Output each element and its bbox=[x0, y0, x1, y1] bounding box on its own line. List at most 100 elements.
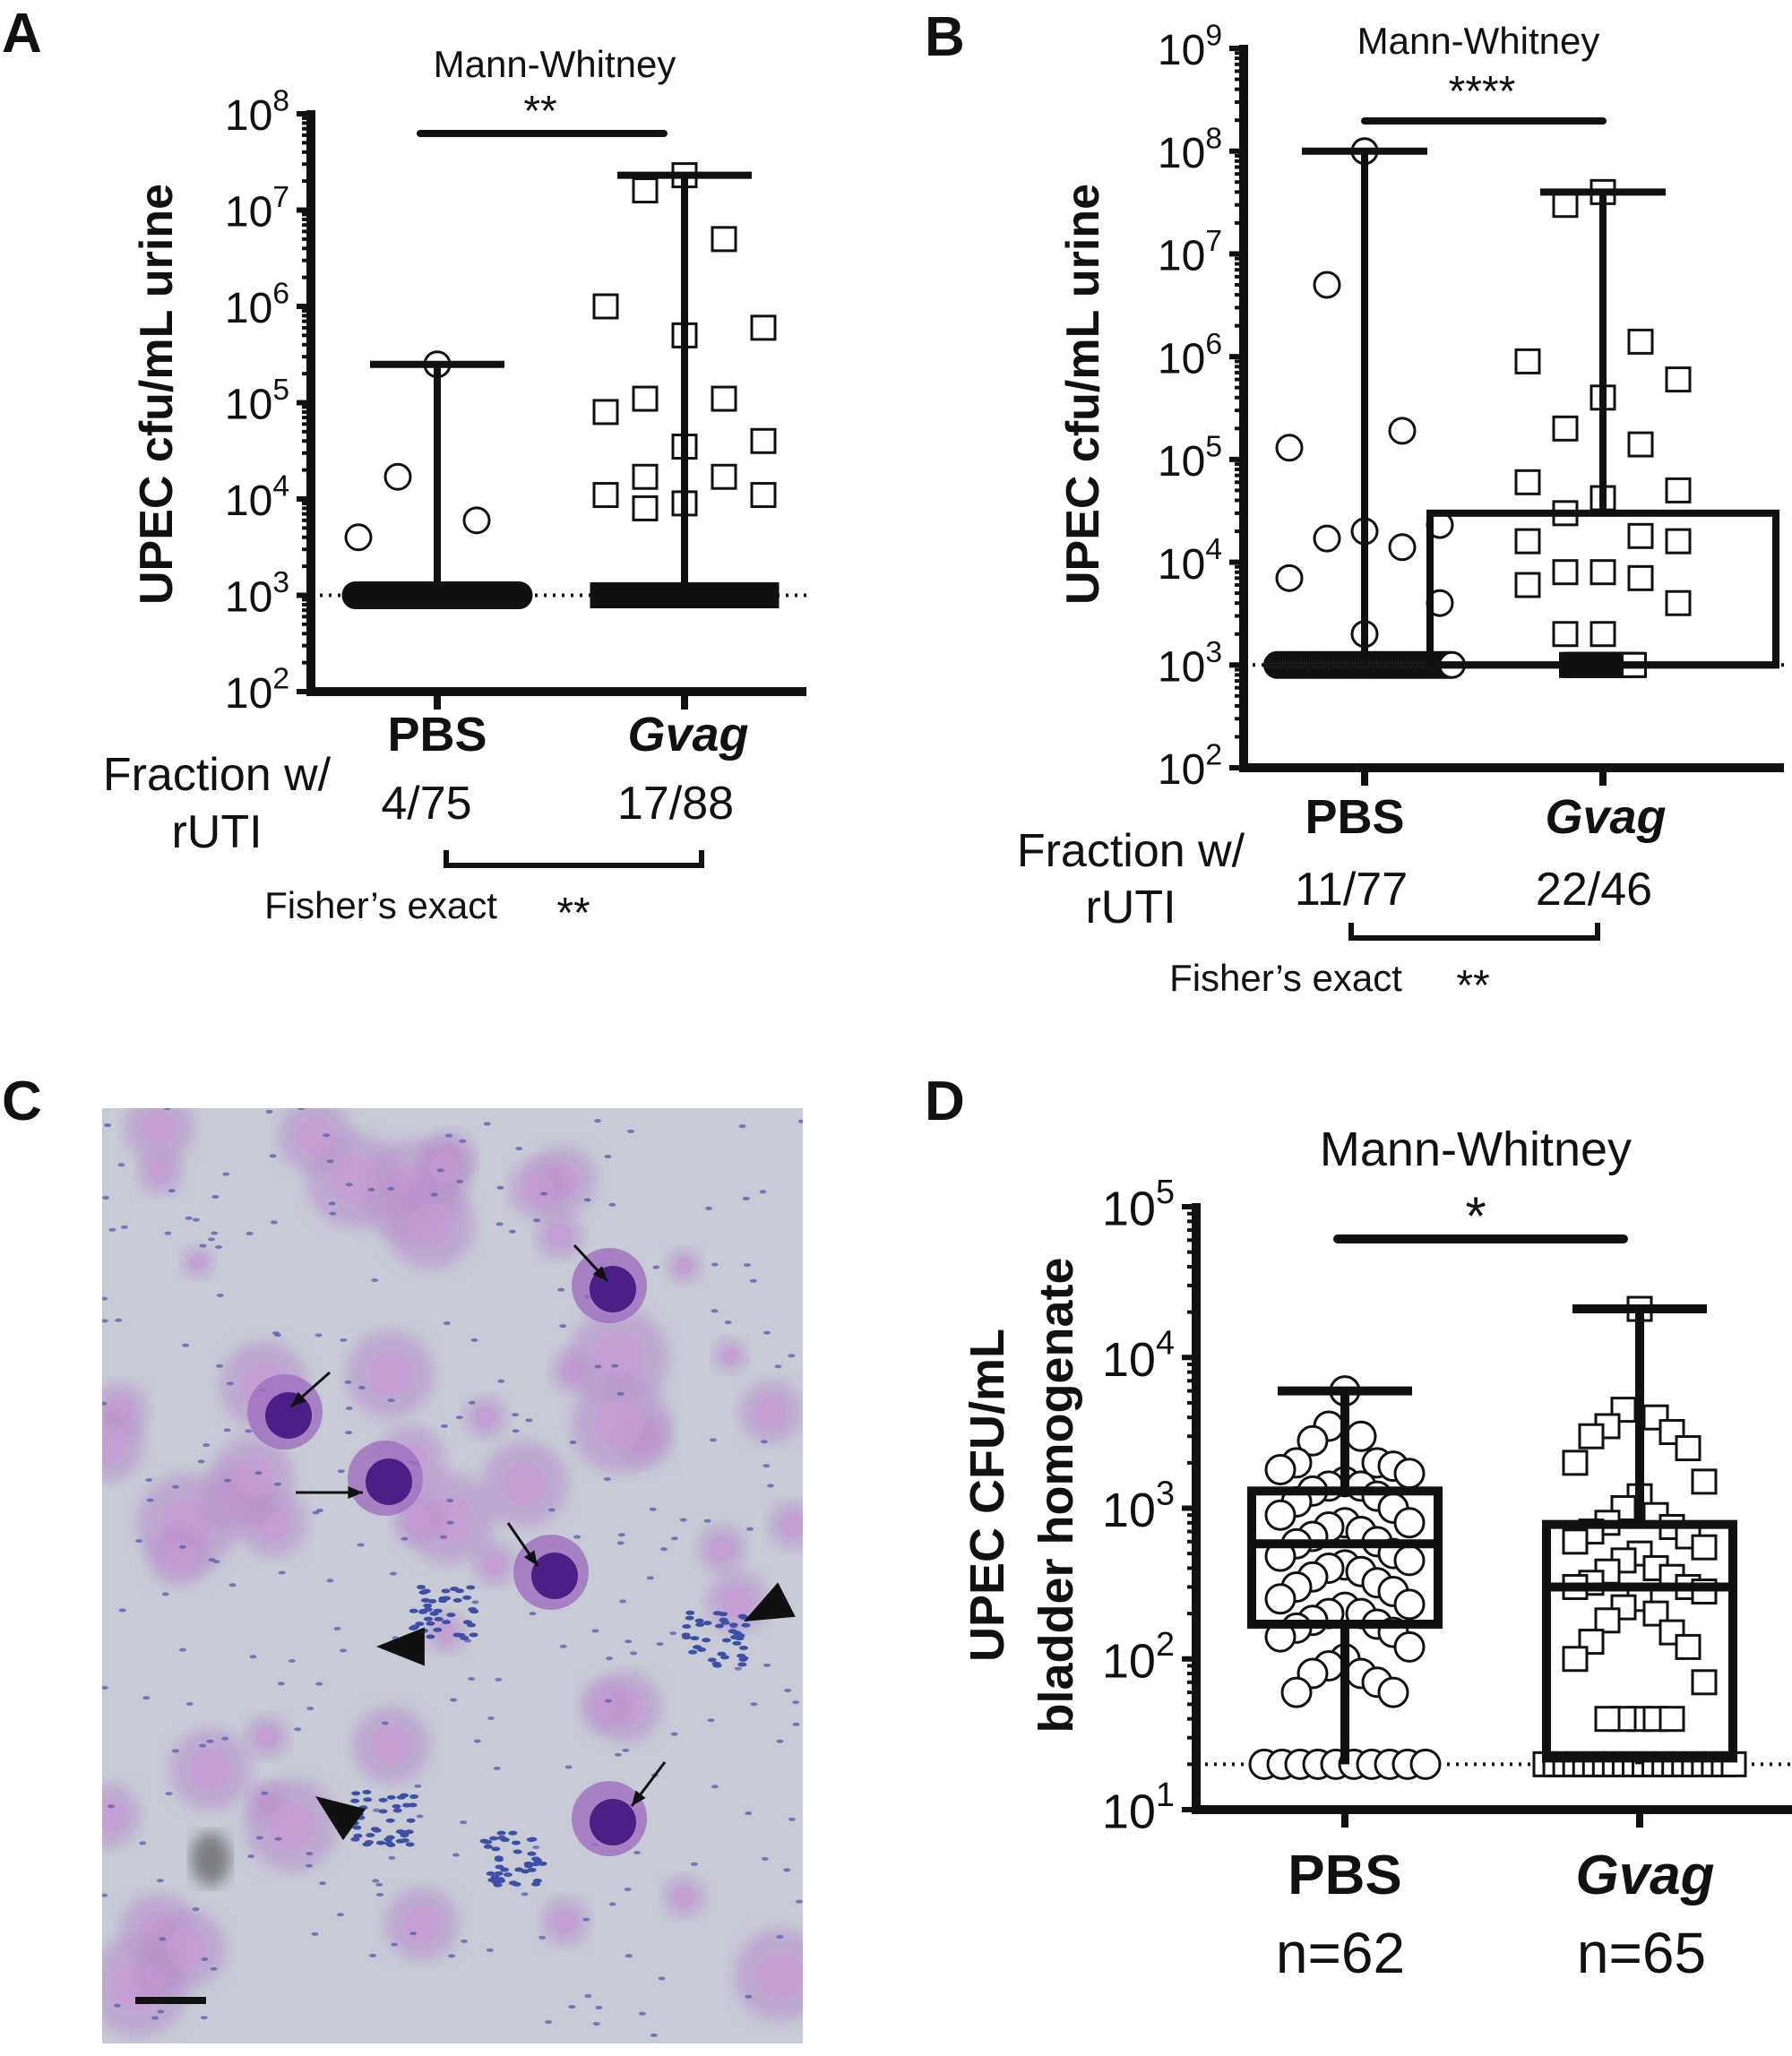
bacterium bbox=[185, 1701, 194, 1706]
bacterium bbox=[646, 1576, 654, 1580]
debris bbox=[191, 1832, 230, 1886]
data-point bbox=[632, 463, 659, 490]
bacterium bbox=[444, 1133, 452, 1138]
bacterium bbox=[538, 1935, 547, 1940]
bacterium bbox=[336, 1913, 344, 1917]
data-point bbox=[1665, 589, 1692, 616]
panel-d-ylabel-line1: UPEC CFU/mL bbox=[961, 1329, 1014, 1662]
data-point bbox=[1665, 477, 1692, 503]
y-tick-label: 105 bbox=[1158, 430, 1222, 486]
bacterium bbox=[446, 1520, 454, 1525]
bacteria-cluster bbox=[353, 1833, 363, 1838]
bacterium bbox=[703, 1518, 711, 1523]
data-point bbox=[1275, 563, 1304, 592]
bacterium bbox=[564, 1765, 573, 1769]
cell-nucleus bbox=[371, 1725, 411, 1765]
bacterium bbox=[797, 1119, 803, 1123]
bacterium bbox=[211, 1231, 219, 1235]
bacteria-cluster bbox=[400, 1793, 409, 1798]
bacteria-cluster bbox=[514, 1867, 524, 1872]
bacteria-cluster bbox=[737, 1653, 746, 1658]
bacteria-cluster bbox=[702, 1621, 712, 1626]
bacterium bbox=[656, 1642, 664, 1647]
bacteria-cluster bbox=[426, 1634, 435, 1639]
bacterium bbox=[614, 1752, 622, 1757]
data-point bbox=[1665, 528, 1692, 555]
cell-nucleus bbox=[255, 1725, 278, 1748]
bacterium bbox=[222, 1172, 230, 1176]
data-point bbox=[1552, 621, 1579, 648]
bacterium bbox=[496, 1185, 504, 1190]
bacteria-cluster bbox=[392, 1808, 402, 1813]
cell-nucleus bbox=[593, 1332, 644, 1383]
panel-letter-d: D bbox=[925, 1071, 965, 1132]
panel-b-stars-top: **** bbox=[1449, 68, 1516, 116]
bacteria-cluster bbox=[441, 1588, 451, 1594]
arrowhead-icon bbox=[632, 1790, 646, 1806]
panel-a-fisher-bracket bbox=[444, 850, 704, 868]
bacterium bbox=[306, 1852, 314, 1856]
bacterium bbox=[704, 1206, 712, 1210]
bacterium bbox=[168, 1189, 176, 1193]
bacterium bbox=[201, 1957, 209, 1961]
bacterium bbox=[521, 1892, 529, 1897]
bacterium bbox=[273, 1482, 281, 1486]
bacterium bbox=[749, 1278, 757, 1283]
data-point bbox=[1264, 1499, 1297, 1531]
bacterium bbox=[261, 1791, 269, 1795]
data-point bbox=[1388, 417, 1417, 445]
bacterium bbox=[199, 1243, 207, 1248]
box-iqr bbox=[1542, 1519, 1737, 1763]
bacterium bbox=[337, 1469, 345, 1474]
y-tick-exponent: 5 bbox=[272, 374, 289, 407]
bacterium bbox=[211, 1194, 220, 1199]
bacterium bbox=[745, 1994, 753, 1999]
bacterium bbox=[690, 1862, 698, 1866]
arrowhead-icon bbox=[291, 1391, 307, 1407]
group-gvag bbox=[1532, 1295, 1747, 1777]
bacteria-cluster bbox=[350, 1837, 360, 1842]
panel-a-fraction-label-2: rUTI bbox=[171, 806, 262, 858]
data-point bbox=[1642, 1600, 1669, 1627]
bacterium bbox=[619, 1599, 627, 1604]
bacterium bbox=[102, 1319, 108, 1323]
bacterium bbox=[369, 1953, 377, 1957]
bacterium bbox=[171, 1484, 179, 1489]
bacterium bbox=[206, 1739, 214, 1743]
bacterium bbox=[199, 1743, 207, 1748]
cell-nucleus bbox=[296, 1116, 334, 1155]
bacteria-cluster bbox=[385, 1818, 395, 1823]
panel-b-stars-bottom: ** bbox=[1456, 962, 1489, 1010]
bacterium bbox=[345, 1183, 353, 1187]
bacterium bbox=[483, 1122, 491, 1126]
arrowhead-icon bbox=[592, 1266, 607, 1281]
bacterium bbox=[788, 1817, 796, 1821]
data-point bbox=[1393, 1544, 1426, 1577]
cell-nucleus bbox=[435, 1622, 456, 1643]
bacteria-cluster bbox=[707, 1657, 717, 1663]
bacteria-cluster bbox=[386, 1794, 396, 1800]
bacteria-cluster bbox=[494, 1871, 504, 1876]
cell-nucleus bbox=[142, 1110, 177, 1146]
cell-nucleus bbox=[102, 1425, 126, 1464]
bacterium bbox=[192, 1907, 200, 1912]
bacterium bbox=[652, 1265, 660, 1269]
bacterium bbox=[487, 1716, 495, 1721]
bacterium bbox=[326, 1579, 334, 1583]
bacteria-cluster bbox=[365, 1839, 375, 1845]
bacteria-cluster bbox=[452, 1632, 462, 1638]
panel-d-n-gvag: n=65 bbox=[1577, 1921, 1706, 1985]
bacteria-cluster bbox=[735, 1636, 745, 1641]
data-point bbox=[632, 495, 659, 521]
y-tick-label: 103 bbox=[225, 566, 289, 622]
y-tick-exponent: 4 bbox=[1205, 533, 1222, 566]
bacterium bbox=[333, 1626, 341, 1630]
bacterium bbox=[452, 1853, 460, 1857]
bacterium bbox=[102, 1196, 110, 1200]
bacterium bbox=[200, 2016, 208, 2020]
bacterium bbox=[391, 1942, 399, 1947]
bacterium bbox=[738, 1124, 746, 1129]
bacterium bbox=[611, 1363, 619, 1368]
bacterium bbox=[743, 1263, 751, 1268]
y-tick-label: 105 bbox=[1102, 1174, 1175, 1235]
